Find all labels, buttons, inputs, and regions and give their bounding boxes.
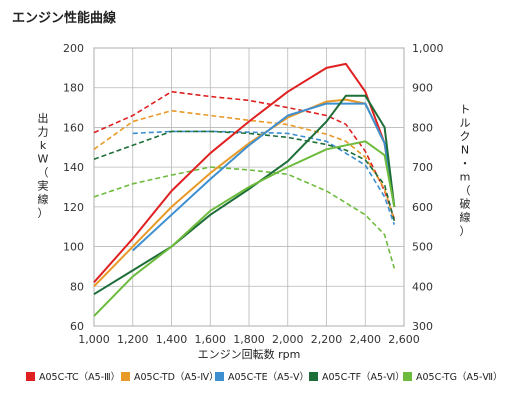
axis-label-char: ） [460,225,471,238]
legend-label: A05C-TC（A5-Ⅲ） [39,371,120,383]
x-tick-label: 1,600 [195,333,227,346]
torque-line-series-3 [132,130,396,225]
axis-label-char: ル [460,117,471,130]
axis-label-char: ・ [460,157,471,170]
axis-label-char: ト [460,103,471,116]
legend-swatch [26,372,35,381]
axis-label-char: 線 [38,192,49,206]
y-right-tick-label: 1,000 [412,42,444,55]
axis-label-char: ） [38,207,49,220]
torque-line-series-2 [93,109,396,222]
legend-label: A05C-TE（A5-Ⅴ） [228,371,309,383]
legend-label: A05C-TD（A5-Ⅳ） [134,371,219,383]
axis-label-char: 破 [460,197,471,211]
y-right-tick-label: 300 [412,320,433,333]
legend-label: A05C-TF（A5-Ⅵ） [322,371,405,383]
torque-line-series-1 [93,90,396,220]
axis-label-char: ク [460,130,471,143]
torque-line-series-5 [93,166,396,269]
x-tick-label: 1,800 [233,333,265,346]
axis-label-char: （ [460,184,471,197]
legend-label: A05C-TG（A5-Ⅶ） [416,371,503,383]
y-left-tick-label: 160 [63,121,84,134]
axis-label-char: （ [38,166,49,179]
series-lines [93,62,396,317]
y-right-tick-label: 900 [412,82,433,95]
tick-labels: 1,000 1,200 1,400 1,600 1,800 2,000 2,200 2,400… [63,42,444,346]
x-tick-label: 1,400 [156,333,188,346]
axis-label-char: m [460,171,471,184]
torque-line-series-4 [93,130,396,222]
chart-title: エンジン性能曲線 [12,10,117,26]
axis-label-char: N [461,144,469,157]
y-right-tick-label: 400 [412,280,433,293]
legend-swatch [403,372,412,381]
y-right-tick-label: 600 [412,201,433,214]
axis-label-char: 実 [38,179,49,193]
axis-label-char: 出 [38,111,49,125]
x-tick-label: 1,000 [78,333,110,346]
power-line-series-4 [93,94,396,296]
y-left-tick-label: 120 [63,201,84,214]
power-line-series-3 [132,102,396,252]
axis-label-char: W [38,153,49,166]
y-left-tick-label: 180 [63,82,84,95]
legend-swatch [121,372,130,381]
x-axis-label: エンジン回転数 rpm [198,348,301,361]
y-left-tick-label: 80 [70,280,84,293]
axis-label-char: k [40,139,47,152]
legend-swatch [215,372,224,381]
axis-label-char: 線 [460,210,471,224]
grid [93,47,405,327]
power-line-series-1 [93,62,396,283]
y-right-tick-label: 700 [412,161,433,174]
legend: A05C-TC（A5-Ⅲ） A05C-TD（A5-Ⅳ） A05C-TE（A5-Ⅴ） A… [26,371,503,383]
legend-swatch [309,372,318,381]
x-tick-label: 2,000 [272,333,304,346]
axis-label-char: 力 [38,126,49,139]
y-left-tick-label: 140 [63,161,84,174]
y-right-tick-label: 500 [412,241,433,254]
x-tick-label: 1,200 [117,333,149,346]
x-tick-label: 2,600 [388,333,420,346]
power-line-series-5 [93,140,396,317]
y-right-tick-label: 800 [412,121,433,134]
y-left-tick-label: 60 [70,320,84,333]
x-tick-label: 2,200 [311,333,343,346]
y-left-tick-label: 200 [63,42,84,55]
y-left-tick-label: 100 [63,241,84,254]
x-tick-label: 2,400 [350,333,382,346]
